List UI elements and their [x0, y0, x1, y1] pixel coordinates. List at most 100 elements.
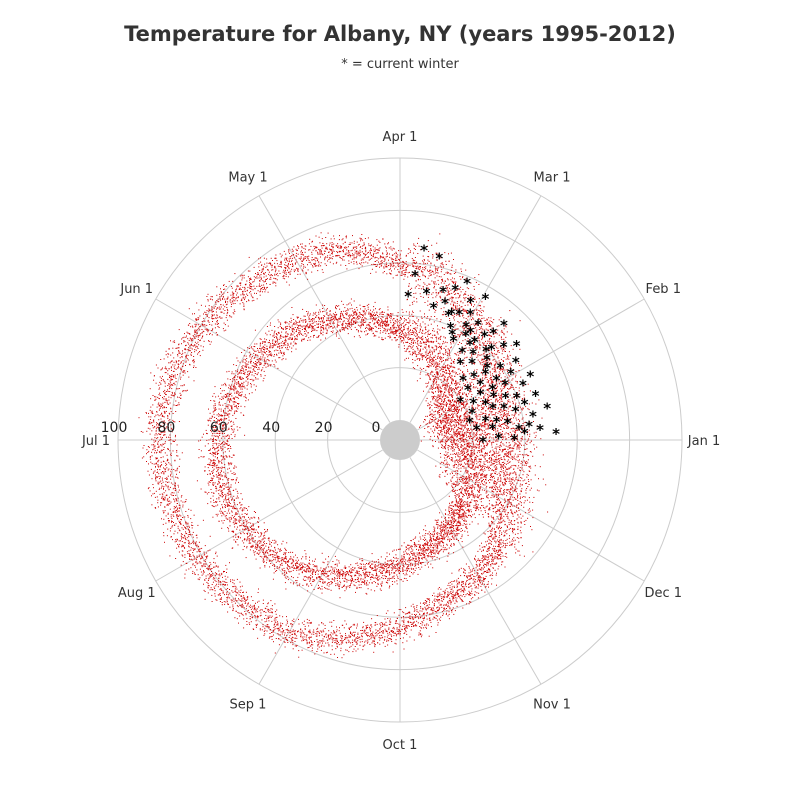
temperature-dot	[474, 426, 476, 428]
temperature-dot	[512, 430, 514, 432]
temperature-dot	[493, 368, 495, 370]
temperature-dot	[523, 391, 525, 393]
temperature-dot	[386, 321, 388, 323]
temperature-dot	[465, 406, 467, 408]
temperature-dot	[477, 399, 479, 401]
temperature-dot	[443, 371, 445, 372]
temperature-dot	[519, 428, 521, 430]
temperature-dot	[326, 308, 328, 310]
temperature-dot	[374, 334, 375, 336]
temperature-dot	[446, 421, 448, 423]
temperature-dot	[481, 315, 483, 317]
temperature-dot	[307, 314, 309, 316]
temperature-dot	[361, 315, 363, 316]
temperature-dot	[317, 253, 319, 255]
temperature-dot	[402, 311, 404, 313]
temperature-dot	[448, 419, 450, 421]
temperature-dot	[251, 286, 253, 287]
temperature-dot	[463, 434, 465, 435]
temperature-dot	[439, 375, 441, 377]
temperature-dot	[450, 390, 452, 392]
temperature-dot	[493, 396, 495, 398]
temperature-dot	[278, 270, 280, 272]
temperature-dot	[432, 359, 434, 361]
temperature-dot	[437, 396, 439, 398]
temperature-dot	[249, 292, 251, 294]
temperature-dot	[491, 414, 493, 416]
temperature-dot	[441, 429, 443, 430]
temperature-dot	[463, 438, 465, 440]
temperature-dot	[315, 250, 317, 252]
temperature-dot	[511, 436, 513, 437]
temperature-dot	[493, 428, 495, 429]
temperature-dot	[444, 313, 446, 315]
temperature-dot	[499, 383, 500, 385]
temperature-dot	[433, 388, 435, 389]
temperature-dot	[456, 382, 458, 384]
temperature-dot	[454, 400, 456, 402]
temperature-dot	[294, 324, 296, 326]
temperature-dot	[445, 316, 447, 317]
temperature-dot	[470, 347, 472, 349]
temperature-dot	[371, 254, 373, 256]
temperature-dot	[294, 337, 296, 339]
temperature-dot	[395, 340, 397, 342]
temperature-dot	[371, 315, 373, 317]
temperature-dot	[274, 274, 276, 276]
temperature-dot	[517, 435, 518, 437]
temperature-dot	[324, 305, 326, 306]
temperature-dot	[477, 422, 478, 424]
temperature-dot	[396, 257, 398, 259]
temperature-dot	[460, 398, 462, 400]
temperature-dot	[426, 351, 428, 353]
temperature-dot	[285, 322, 286, 324]
temperature-dot	[374, 315, 376, 317]
temperature-dot	[478, 429, 480, 431]
temperature-dot	[469, 356, 471, 358]
temperature-dot	[395, 253, 397, 255]
temperature-dot	[527, 383, 529, 385]
temperature-dot	[373, 306, 375, 308]
temperature-dot	[476, 348, 478, 350]
temperature-dot	[463, 309, 465, 311]
temperature-dot	[358, 315, 359, 317]
temperature-dot	[500, 434, 502, 436]
temperature-dot	[464, 374, 466, 376]
temperature-dot	[462, 340, 464, 342]
temperature-dot	[447, 419, 449, 421]
temperature-dot	[512, 423, 514, 425]
temperature-dot	[490, 412, 492, 414]
temperature-dot	[439, 433, 441, 435]
temperature-dot	[403, 262, 405, 264]
temperature-dot	[489, 363, 491, 365]
temperature-dot	[387, 324, 389, 326]
temperature-dot	[399, 322, 401, 324]
temperature-dot	[439, 386, 441, 388]
temperature-dot	[443, 411, 445, 413]
temperature-dot	[456, 289, 458, 291]
temperature-dot	[356, 312, 358, 314]
temperature-dot	[471, 355, 473, 357]
temperature-dot	[429, 378, 431, 380]
temperature-dot	[411, 346, 413, 348]
temperature-dot	[375, 252, 377, 254]
temperature-dot	[500, 358, 502, 360]
temperature-dot	[463, 310, 465, 312]
temperature-dot	[431, 389, 433, 390]
temperature-dot	[445, 422, 447, 424]
temperature-dot	[468, 422, 470, 424]
temperature-dot	[435, 404, 437, 406]
temperature-dot	[478, 375, 480, 377]
temperature-dot	[465, 394, 467, 396]
temperature-dot	[506, 438, 508, 440]
temperature-dot	[490, 380, 492, 382]
temperature-dot	[508, 388, 510, 390]
temperature-dot	[417, 242, 418, 244]
temperature-dot	[295, 338, 297, 340]
temperature-dot	[384, 337, 386, 339]
temperature-dot	[443, 425, 445, 427]
temperature-dot	[403, 335, 405, 337]
temperature-dot	[432, 419, 434, 420]
temperature-dot	[452, 399, 454, 400]
temperature-dot	[305, 271, 307, 273]
